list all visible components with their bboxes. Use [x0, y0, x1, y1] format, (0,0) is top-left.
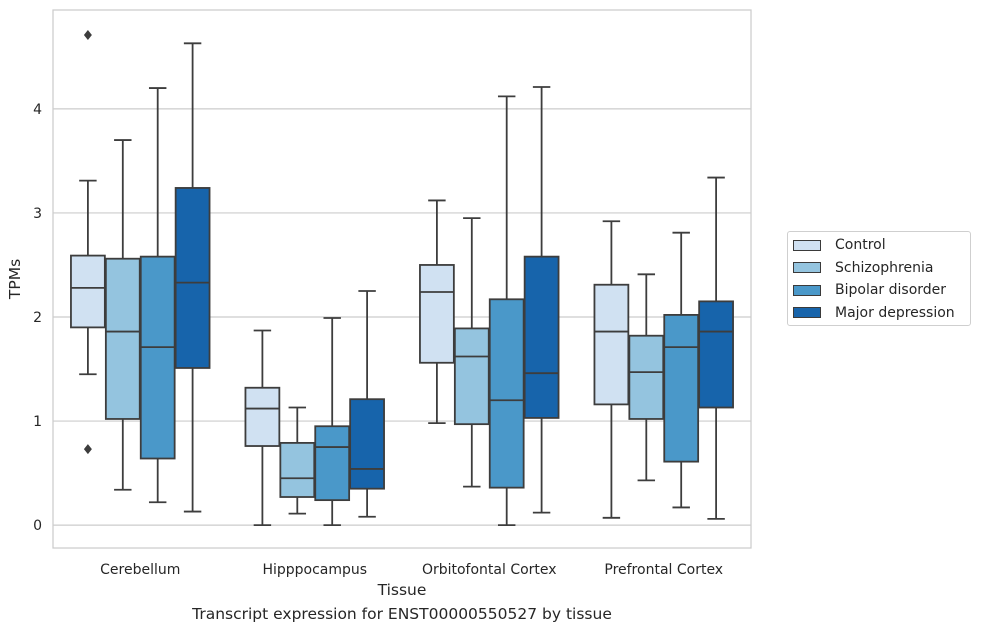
box-iqr: [628, 334, 665, 420]
box-schizophrenia: [279, 406, 316, 515]
box-iqr: [279, 441, 316, 498]
legend-swatch: [793, 262, 821, 273]
box-iqr: [139, 255, 176, 460]
box-iqr: [174, 187, 211, 369]
legend-swatch: [793, 307, 821, 318]
legend-swatch: [793, 284, 821, 296]
box-iqr: [593, 283, 630, 406]
box-major-depression: [698, 176, 734, 520]
box-iqr: [488, 298, 525, 489]
boxes: [70, 29, 734, 527]
y-tick-label: 2: [33, 310, 42, 326]
y-tick-label: 0: [33, 518, 42, 534]
box-iqr: [314, 425, 351, 502]
box-major-depression: [523, 86, 560, 514]
x-tick-labels: Cerebellum Hipppocampus Orbitofontal Corte…: [100, 562, 723, 578]
figure-caption: Transcript expression for ENST0000055052…: [192, 605, 612, 623]
y-tick-label: 1: [33, 414, 42, 430]
box-iqr: [349, 398, 385, 490]
outlier-point: [83, 29, 92, 40]
y-tick-label: 4: [33, 102, 42, 118]
box-iqr: [698, 300, 734, 409]
x-tick-label: Prefrontal Cortex: [604, 562, 723, 578]
x-tick-label: Hipppocampus: [262, 562, 367, 578]
legend-label: Control: [835, 237, 886, 253]
box-iqr: [244, 386, 281, 447]
legend: Control Schizophrenia Bipolar disorder Majo…: [787, 231, 971, 326]
box-bipolar-disorder: [314, 317, 351, 527]
box-control: [419, 199, 455, 425]
x-tick-label: Cerebellum: [100, 562, 180, 578]
legend-item: Major depression: [793, 303, 955, 323]
box-control: [593, 220, 630, 519]
box-major-depression: [174, 42, 211, 513]
box-schizophrenia: [628, 273, 665, 482]
legend-swatch: [793, 239, 821, 251]
legend-label: Major depression: [835, 304, 955, 321]
legend-label: Schizophrenia: [835, 259, 934, 276]
box-control: [244, 329, 281, 527]
y-axis-label: TPMs: [6, 259, 24, 300]
legend-label: Bipolar disorder: [835, 282, 947, 298]
box-bipolar-disorder: [488, 95, 525, 527]
box-iqr: [70, 254, 106, 329]
y-tick-labels: 0 1 2 3 4: [33, 102, 42, 534]
outlier-point: [83, 444, 92, 455]
x-axis-label: Tissue: [377, 581, 427, 599]
box-bipolar-disorder: [663, 231, 700, 509]
box-schizophrenia: [104, 139, 141, 491]
x-tick-label: Orbitofontal Cortex: [422, 562, 557, 578]
box-iqr: [663, 314, 700, 463]
box-schizophrenia: [453, 217, 490, 488]
legend-item: Schizophrenia: [793, 258, 933, 278]
y-tick-label: 3: [33, 206, 42, 222]
box-iqr: [419, 264, 455, 364]
legend-item: Control: [793, 235, 886, 255]
box-iqr: [523, 255, 560, 419]
box-bipolar-disorder: [139, 87, 176, 504]
legend-item: Bipolar disorder: [793, 280, 946, 300]
box-iqr: [453, 327, 490, 426]
box-control: [70, 29, 106, 455]
box-iqr: [104, 257, 141, 420]
box-major-depression: [349, 290, 385, 518]
